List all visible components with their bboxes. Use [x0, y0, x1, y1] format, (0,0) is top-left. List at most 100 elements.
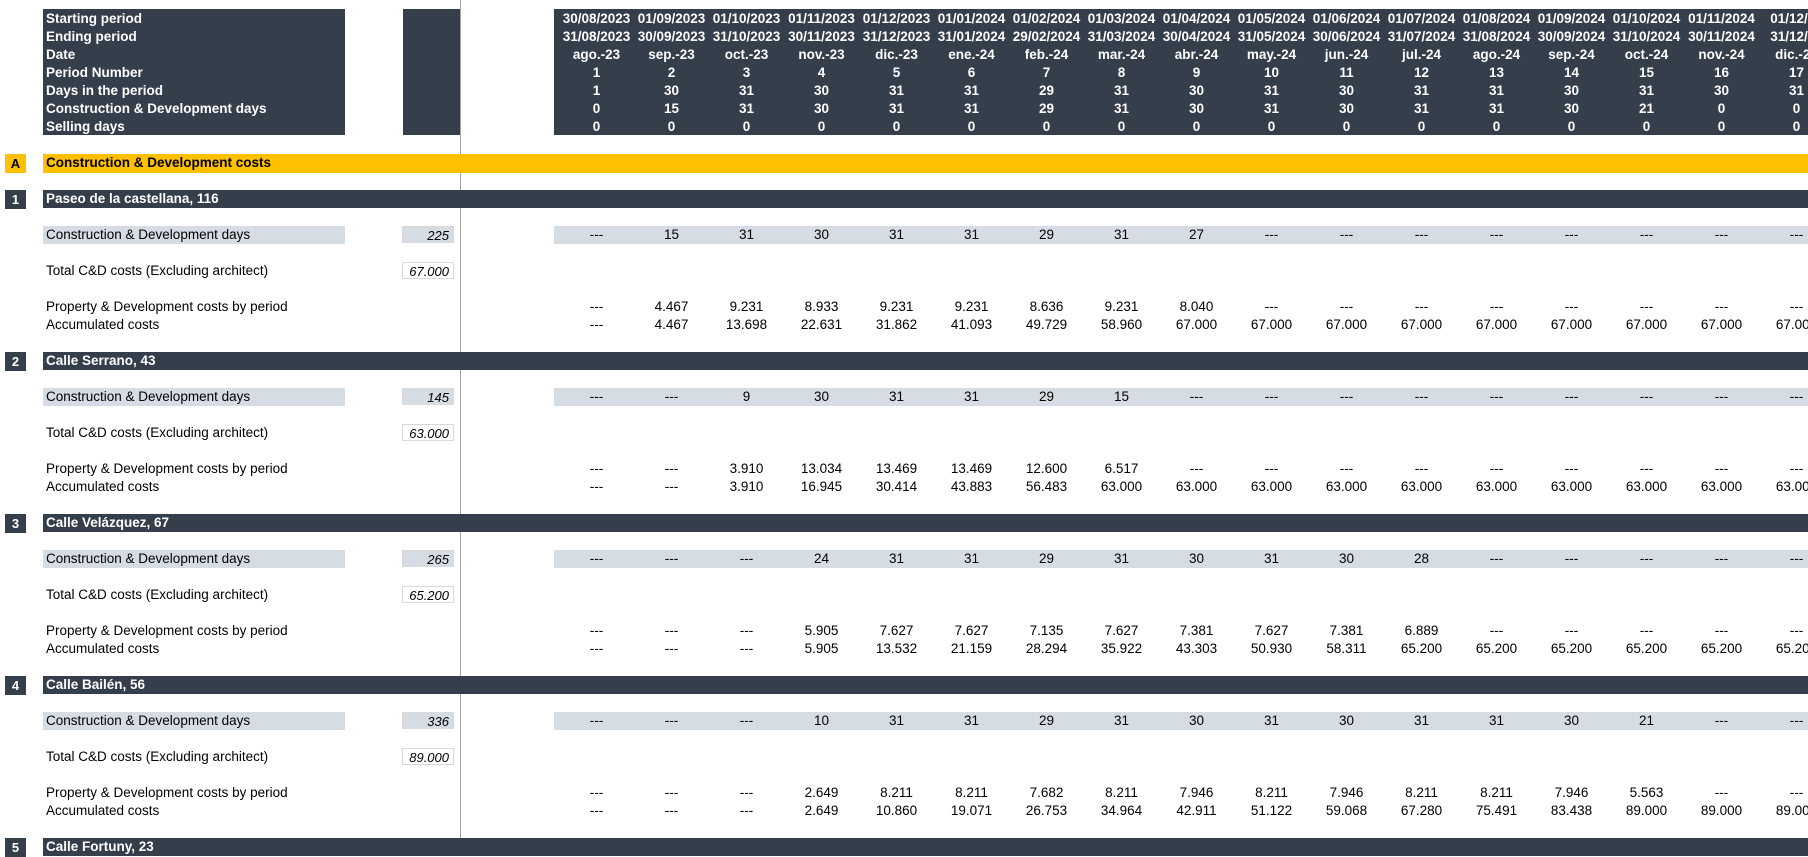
by-period-cell[interactable]: --- — [709, 785, 785, 800]
by-period-cell[interactable]: --- — [1459, 299, 1535, 314]
accumulated-cell[interactable]: 67.000 — [1234, 317, 1310, 332]
cd-days-cell[interactable]: --- — [1609, 227, 1685, 242]
accumulated-cell[interactable]: 16.945 — [784, 479, 860, 494]
cd-days-cell[interactable]: 30 — [784, 227, 860, 242]
cd-days-cell[interactable]: 31 — [934, 389, 1010, 404]
cd-days-cell[interactable]: 31 — [934, 713, 1010, 728]
total-cost-value[interactable]: 63.000 — [402, 424, 454, 441]
by-period-cell[interactable]: 8.211 — [1459, 785, 1535, 800]
accumulated-cell[interactable]: 13.698 — [709, 317, 785, 332]
accumulated-cell[interactable]: 58.311 — [1309, 641, 1385, 656]
accumulated-cell[interactable]: --- — [559, 479, 635, 494]
by-period-cell[interactable]: --- — [559, 623, 635, 638]
cd-days-cell[interactable]: 15 — [1084, 389, 1160, 404]
cd-days-cell[interactable]: --- — [1684, 389, 1760, 404]
total-cost-value[interactable]: 89.000 — [402, 748, 454, 765]
by-period-cell[interactable]: --- — [1759, 623, 1808, 638]
accumulated-cell[interactable]: 65.200 — [1459, 641, 1535, 656]
cd-days-cell[interactable]: 30 — [1159, 713, 1235, 728]
cd-days-cell[interactable]: 31 — [1084, 227, 1160, 242]
accumulated-cell[interactable]: --- — [709, 641, 785, 656]
by-period-cell[interactable]: --- — [634, 785, 710, 800]
cd-days-cell[interactable]: --- — [1534, 227, 1610, 242]
accumulated-cell[interactable]: 63.000 — [1384, 479, 1460, 494]
accumulated-cell[interactable]: 67.000 — [1459, 317, 1535, 332]
accumulated-cell[interactable]: 22.631 — [784, 317, 860, 332]
by-period-cell[interactable]: 13.034 — [784, 461, 860, 476]
accumulated-cell[interactable]: 63.000 — [1309, 479, 1385, 494]
accumulated-cell[interactable]: 63.000 — [1534, 479, 1610, 494]
cd-days-cell[interactable]: --- — [1759, 389, 1808, 404]
by-period-cell[interactable]: --- — [559, 299, 635, 314]
by-period-cell[interactable]: --- — [1159, 461, 1235, 476]
accumulated-cell[interactable]: 67.000 — [1534, 317, 1610, 332]
by-period-cell[interactable]: --- — [1384, 299, 1460, 314]
by-period-cell[interactable]: 2.649 — [784, 785, 860, 800]
accumulated-cell[interactable]: 75.491 — [1459, 803, 1535, 818]
by-period-cell[interactable]: 7.946 — [1534, 785, 1610, 800]
accumulated-cell[interactable]: 65.200 — [1534, 641, 1610, 656]
cd-days-cell[interactable]: --- — [1309, 389, 1385, 404]
cd-days-cell[interactable]: --- — [634, 551, 710, 566]
by-period-cell[interactable]: --- — [1459, 623, 1535, 638]
accumulated-cell[interactable]: 3.910 — [709, 479, 785, 494]
accumulated-cell[interactable]: 56.483 — [1009, 479, 1085, 494]
accumulated-cell[interactable]: 65.200 — [1759, 641, 1808, 656]
cd-days-cell[interactable]: 30 — [1159, 551, 1235, 566]
accumulated-cell[interactable]: --- — [559, 803, 635, 818]
accumulated-cell[interactable]: 63.000 — [1159, 479, 1235, 494]
accumulated-cell[interactable]: 63.000 — [1459, 479, 1535, 494]
cd-days-cell[interactable]: 24 — [784, 551, 860, 566]
accumulated-cell[interactable]: 13.532 — [859, 641, 935, 656]
cd-days-cell[interactable]: 31 — [1234, 551, 1310, 566]
cd-days-cell[interactable]: 30 — [1309, 713, 1385, 728]
by-period-cell[interactable]: 9.231 — [859, 299, 935, 314]
cd-days-cell[interactable]: --- — [559, 389, 635, 404]
by-period-cell[interactable]: 8.211 — [1084, 785, 1160, 800]
cd-days-cell[interactable]: 30 — [784, 389, 860, 404]
cd-days-cell[interactable]: 29 — [1009, 551, 1085, 566]
cd-days-cell[interactable]: 30 — [1534, 713, 1610, 728]
by-period-cell[interactable]: --- — [1759, 785, 1808, 800]
accumulated-cell[interactable]: 65.200 — [1609, 641, 1685, 656]
by-period-cell[interactable]: 13.469 — [859, 461, 935, 476]
by-period-cell[interactable]: --- — [1534, 461, 1610, 476]
cd-days-total[interactable]: 265 — [402, 550, 454, 567]
by-period-cell[interactable]: --- — [1234, 461, 1310, 476]
cd-days-total[interactable]: 336 — [402, 712, 454, 729]
total-cost-value[interactable]: 65.200 — [402, 586, 454, 603]
by-period-cell[interactable]: --- — [1309, 461, 1385, 476]
cd-days-cell[interactable]: 31 — [1459, 713, 1535, 728]
cd-days-cell[interactable]: 31 — [859, 713, 935, 728]
by-period-cell[interactable]: --- — [1384, 461, 1460, 476]
cd-days-cell[interactable]: 28 — [1384, 551, 1460, 566]
accumulated-cell[interactable]: 26.753 — [1009, 803, 1085, 818]
cd-days-total[interactable]: 145 — [402, 388, 454, 405]
cd-days-cell[interactable]: 31 — [859, 551, 935, 566]
cd-days-cell[interactable]: --- — [1684, 713, 1760, 728]
by-period-cell[interactable]: --- — [1609, 461, 1685, 476]
by-period-cell[interactable]: 6.517 — [1084, 461, 1160, 476]
accumulated-cell[interactable]: --- — [559, 641, 635, 656]
cd-days-cell[interactable]: --- — [1759, 551, 1808, 566]
by-period-cell[interactable]: --- — [1684, 623, 1760, 638]
by-period-cell[interactable]: --- — [1234, 299, 1310, 314]
accumulated-cell[interactable]: 51.122 — [1234, 803, 1310, 818]
accumulated-cell[interactable]: 67.000 — [1609, 317, 1685, 332]
by-period-cell[interactable]: 5.905 — [784, 623, 860, 638]
by-period-cell[interactable]: 6.889 — [1384, 623, 1460, 638]
accumulated-cell[interactable]: 2.649 — [784, 803, 860, 818]
by-period-cell[interactable]: 8.636 — [1009, 299, 1085, 314]
accumulated-cell[interactable]: 67.000 — [1159, 317, 1235, 332]
by-period-cell[interactable]: --- — [1684, 299, 1760, 314]
accumulated-cell[interactable]: 59.068 — [1309, 803, 1385, 818]
cd-days-cell[interactable]: --- — [1459, 227, 1535, 242]
cd-days-cell[interactable]: --- — [709, 551, 785, 566]
accumulated-cell[interactable]: 30.414 — [859, 479, 935, 494]
accumulated-cell[interactable]: 83.438 — [1534, 803, 1610, 818]
cd-days-cell[interactable]: --- — [1534, 551, 1610, 566]
accumulated-cell[interactable]: 42.911 — [1159, 803, 1235, 818]
accumulated-cell[interactable]: 67.000 — [1309, 317, 1385, 332]
cd-days-cell[interactable]: --- — [1459, 551, 1535, 566]
accumulated-cell[interactable]: --- — [634, 803, 710, 818]
